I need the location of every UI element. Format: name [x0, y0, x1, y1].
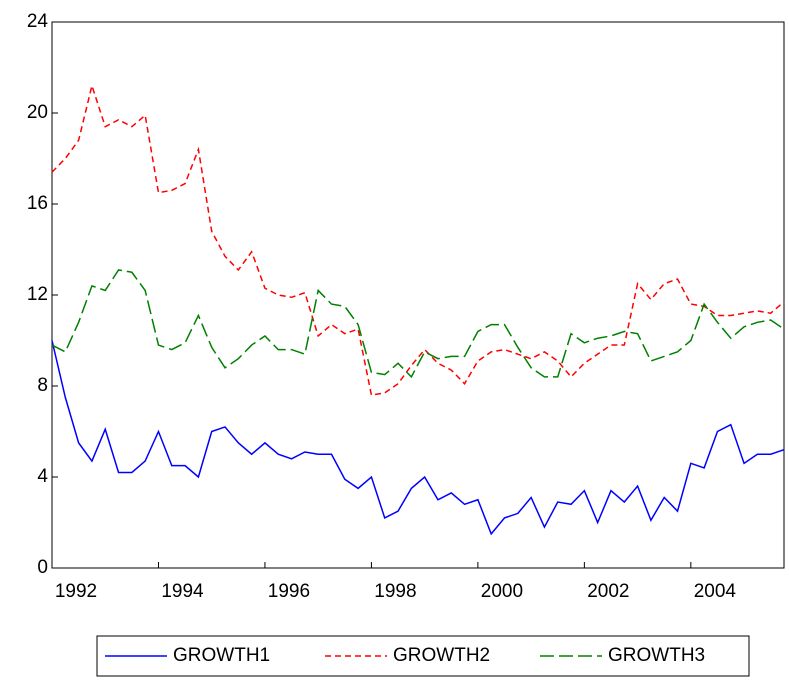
series-line: [51, 82, 785, 396]
legend-label: GROWTH2: [393, 645, 490, 666]
y-tick-label: 4: [37, 466, 48, 487]
plot-frame: [51, 21, 785, 569]
x-tick-label: 1996: [268, 581, 310, 602]
series-line: [51, 269, 785, 379]
legend-box: [96, 635, 750, 677]
legend-label: GROWTH1: [173, 645, 270, 666]
y-tick-label: 8: [37, 375, 48, 396]
legend-label: GROWTH3: [608, 645, 705, 666]
y-tick-label: 20: [27, 102, 48, 123]
y-tick-label: 0: [37, 557, 48, 578]
x-tick-label: 2000: [481, 581, 523, 602]
y-tick-label: 12: [27, 284, 48, 305]
x-tick-label: 2002: [587, 581, 629, 602]
y-tick-label: 16: [27, 193, 48, 214]
x-tick-label: 1994: [161, 581, 204, 602]
x-tick-label: 1998: [374, 581, 416, 602]
y-tick-label: 24: [27, 11, 49, 32]
x-tick-label: 1992: [55, 581, 97, 602]
x-tick-label: 2004: [694, 581, 737, 602]
series-line: [51, 340, 785, 536]
